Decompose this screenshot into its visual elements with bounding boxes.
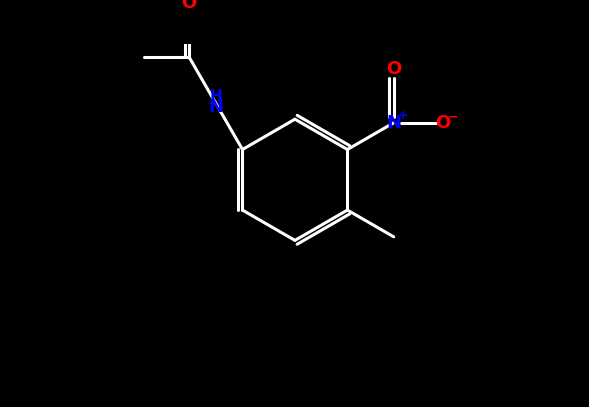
Text: N: N bbox=[386, 114, 401, 132]
Text: O: O bbox=[386, 60, 401, 78]
Text: −: − bbox=[448, 110, 459, 123]
Text: O: O bbox=[181, 0, 197, 13]
Text: N: N bbox=[209, 98, 223, 116]
Text: H: H bbox=[209, 89, 222, 103]
Text: O: O bbox=[435, 114, 451, 132]
Text: +: + bbox=[398, 109, 408, 122]
